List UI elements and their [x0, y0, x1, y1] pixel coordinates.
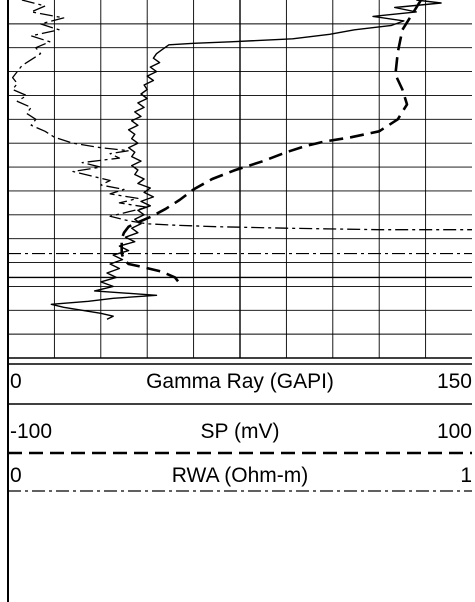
rwa-min: 0 [10, 464, 22, 487]
chart-frame [7, 0, 472, 602]
gamma-ray-max: 150 [436, 370, 472, 393]
rwa-scale: 0 RWA (Ohm-m) 1 [8, 458, 472, 494]
log-curves [11, 0, 472, 320]
chart-grid [8, 0, 472, 358]
gamma-ray-scale: 0 Gamma Ray (GAPI) 150 [8, 364, 472, 400]
series-line-1 [120, 0, 423, 285]
sp-scale: -100 SP (mV) 100 [8, 414, 472, 450]
sp-max: 100 [436, 420, 472, 443]
series-line-0 [50, 0, 442, 320]
gamma-ray-min: 0 [10, 370, 22, 393]
series-line-2 [11, 0, 472, 231]
gamma-ray-label: Gamma Ray (GAPI) [146, 370, 334, 393]
sp-label: SP (mV) [200, 420, 280, 443]
sp-min: -100 [10, 420, 53, 443]
horizontal-reference-lines [8, 252, 472, 279]
rwa-label: RWA (Ohm-m) [171, 464, 309, 487]
rwa-max: 1 [460, 464, 472, 487]
